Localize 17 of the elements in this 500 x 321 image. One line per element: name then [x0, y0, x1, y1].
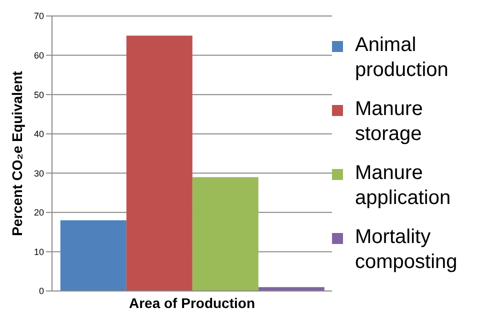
y-tick-label: 40 — [34, 129, 44, 140]
bar — [192, 177, 258, 291]
y-tick-label: 70 — [34, 11, 44, 22]
bar — [126, 36, 192, 291]
y-tick-label: 10 — [34, 246, 44, 257]
y-tick-label: 30 — [34, 168, 44, 178]
x-axis-title: Area of Production — [128, 295, 256, 311]
legend-label: Animal production — [355, 32, 450, 82]
legend-label: Mortality composting — [355, 224, 458, 274]
legend-label: Manure application — [355, 160, 452, 210]
y-axis-title: Percent CO₂e Equivalent — [9, 70, 25, 236]
bar — [60, 220, 126, 291]
y-tick-label: 60 — [34, 50, 44, 60]
y-tick-label: 50 — [34, 90, 44, 100]
y-tick-label: 20 — [34, 208, 44, 218]
y-tick-label: 0 — [38, 286, 44, 296]
legend-label: Manure storage — [355, 96, 424, 146]
